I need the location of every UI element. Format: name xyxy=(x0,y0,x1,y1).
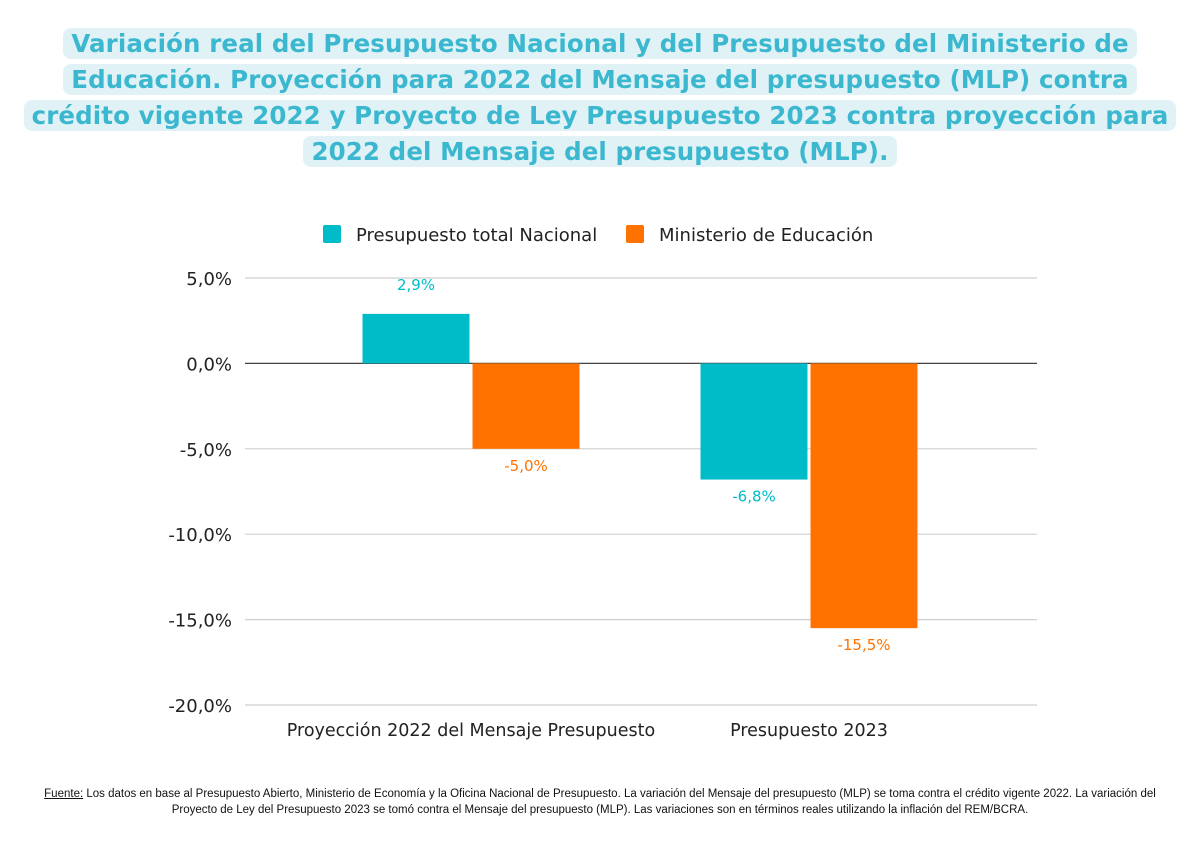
y-tick-label: 5,0% xyxy=(186,269,232,290)
chart-title-container: Variación real del Presupuesto Nacional … xyxy=(20,26,1180,170)
x-tick-label: Presupuesto 2023 xyxy=(730,721,888,741)
legend-label: Presupuesto total Nacional xyxy=(356,225,597,246)
source-note: Fuente: Los datos en base al Presupuesto… xyxy=(40,786,1160,818)
bar-chart: 5,0% 0,0% -5,0% -10,0% -15,0% -20,0% Proyecció… xyxy=(168,225,1037,741)
data-label: -15,5% xyxy=(837,636,890,654)
source-label: Fuente: xyxy=(44,788,84,800)
data-label: 2,9% xyxy=(397,276,435,294)
y-tick-label: -20,0% xyxy=(168,696,232,717)
bar-nacional xyxy=(362,313,470,364)
bar-nacional xyxy=(700,363,808,480)
bar-educacion xyxy=(810,363,918,629)
legend-label: Ministerio de Educación xyxy=(659,225,873,246)
source-text: Los datos en base al Presupuesto Abierto… xyxy=(83,788,1156,816)
x-tick-label: Proyección 2022 del Mensaje Presupuesto xyxy=(287,721,655,741)
data-label: -5,0% xyxy=(504,457,548,475)
y-tick-label: -10,0% xyxy=(168,525,232,546)
y-tick-label: 0,0% xyxy=(186,354,232,375)
legend-swatch xyxy=(626,225,644,243)
y-tick-label: -15,0% xyxy=(168,611,232,632)
y-tick-label: -5,0% xyxy=(180,440,232,461)
bar-educacion xyxy=(472,363,580,449)
legend-swatch xyxy=(323,225,341,243)
data-label: -6,8% xyxy=(732,488,776,506)
